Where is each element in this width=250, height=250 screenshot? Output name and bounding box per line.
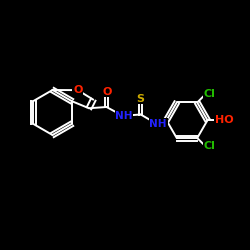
Text: NH: NH xyxy=(150,119,167,129)
Text: HO: HO xyxy=(215,115,234,125)
Text: Cl: Cl xyxy=(204,141,216,151)
Text: O: O xyxy=(102,87,112,97)
Text: Cl: Cl xyxy=(204,90,216,100)
Text: NH: NH xyxy=(115,111,133,121)
Text: O: O xyxy=(73,85,83,95)
Text: S: S xyxy=(137,94,145,104)
